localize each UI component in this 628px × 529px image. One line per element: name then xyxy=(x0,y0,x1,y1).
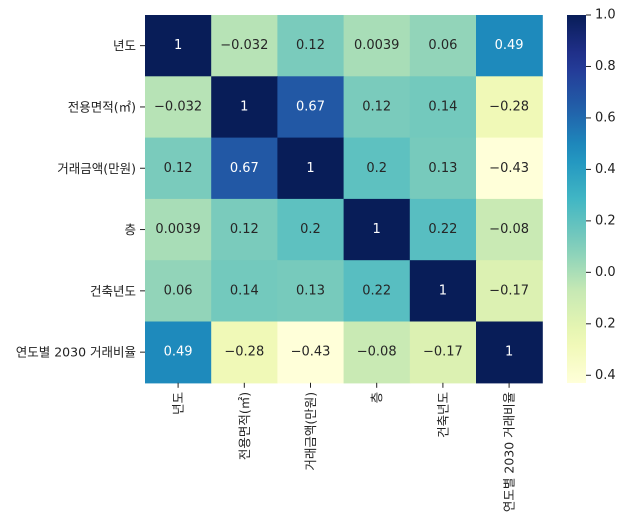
heatmap-cell xyxy=(145,198,212,261)
heatmap-cell xyxy=(277,137,345,200)
colorbar-tick-label: 0.4 xyxy=(595,162,616,177)
cell-value-label: 0.14 xyxy=(230,283,259,298)
heatmap-cell xyxy=(343,137,411,200)
x-tick-label: 거래금액(만원) xyxy=(303,392,318,471)
x-tick-label: 전용면적(㎡) xyxy=(237,392,252,460)
heatmap-cell xyxy=(476,198,543,261)
colorbar-tick-label: 0.6 xyxy=(595,110,616,125)
cell-value-label: 0.12 xyxy=(230,222,259,237)
heatmap-cell xyxy=(343,260,411,323)
heatmap-cell xyxy=(409,321,477,384)
heatmap-cell xyxy=(409,260,477,323)
cell-value-label: 0.67 xyxy=(296,99,325,114)
heatmap-cell xyxy=(343,198,411,261)
cell-value-label: 0.2 xyxy=(300,222,321,237)
colorbar-tick-label: 0.2 xyxy=(595,316,616,331)
colorbar-tick-label: 0.0 xyxy=(595,265,616,280)
heatmap-cell xyxy=(211,260,278,323)
cell-value-label: 0.06 xyxy=(428,38,457,53)
heatmap-cell xyxy=(476,260,543,323)
colorbar-tick-label: 1.0 xyxy=(595,8,616,23)
y-tick-label: 층 xyxy=(124,222,136,237)
heatmap-cell xyxy=(145,321,212,384)
cell-value-label: 0.12 xyxy=(362,99,391,114)
cell-value-label: 0.22 xyxy=(428,222,457,237)
x-tick-label: 년도 xyxy=(171,392,186,415)
x-tick-label: 층 xyxy=(369,392,384,404)
heatmap-cell xyxy=(476,137,543,200)
cell-value-label: −0.43 xyxy=(291,345,331,360)
cell-value-label: −0.17 xyxy=(423,345,463,360)
cell-value-label: −0.28 xyxy=(489,99,529,114)
cell-value-label: 0.2 xyxy=(366,161,387,176)
cell-value-label: 1 xyxy=(240,99,248,114)
y-tick-label: 거래금액(만원) xyxy=(57,161,136,176)
y-tick-label: 건축년도 xyxy=(90,283,136,298)
heatmap-cell xyxy=(409,198,477,261)
cell-value-label: 0.12 xyxy=(164,161,193,176)
y-tick-label: 전용면적(㎡) xyxy=(68,99,136,114)
colorbar-tick-label: 0.8 xyxy=(595,59,616,74)
cell-value-label: 0.0039 xyxy=(155,222,201,237)
heatmap-cell xyxy=(343,76,411,139)
heatmap-cell xyxy=(145,260,212,323)
heatmap-cell xyxy=(211,137,278,200)
y-tick-label: 연도별 2030 거래비율 xyxy=(16,345,136,360)
heatmap-cell xyxy=(277,260,345,323)
cell-value-label: −0.08 xyxy=(489,222,529,237)
heatmap-cell xyxy=(476,76,543,139)
heatmap-cells: 1 −0.032 0.12 0.0039 0.06 0.49 −0.032 1 0.67 0.12… xyxy=(145,15,543,384)
heatmap-cell xyxy=(277,15,345,77)
heatmap-cell xyxy=(211,76,278,139)
cell-value-label: 0.06 xyxy=(164,283,193,298)
cell-value-label: 1 xyxy=(505,345,513,360)
cell-value-label: −0.28 xyxy=(224,345,264,360)
heatmap-cell xyxy=(409,137,477,200)
heatmap-cell xyxy=(343,321,411,384)
cell-value-label: 0.22 xyxy=(362,283,391,298)
cell-value-label: 0.14 xyxy=(428,99,457,114)
cell-value-label: −0.43 xyxy=(489,161,529,176)
cell-value-label: 0.0039 xyxy=(354,38,400,53)
x-tick-label: 건축년도 xyxy=(435,392,450,438)
y-tick-label: 년도 xyxy=(113,38,136,53)
colorbar: 1.0 0.8 0.6 0.4 0.2 0.0 0.2 0.4 xyxy=(567,8,616,383)
heatmap-cell xyxy=(409,15,477,77)
x-tick-labels: 년도 전용면적(㎡) 거래금액(만원) 층 건축년도 연도별 2030 거래비율 xyxy=(171,382,517,512)
x-tick-label: 연도별 2030 거래비율 xyxy=(502,392,517,512)
heatmap-cell xyxy=(145,76,212,139)
cell-value-label: 0.49 xyxy=(495,38,524,53)
heatmap-cell xyxy=(145,137,212,200)
cell-value-label: −0.08 xyxy=(357,345,397,360)
cell-value-label: 1 xyxy=(306,161,314,176)
heatmap-cell xyxy=(277,321,345,384)
heatmap-cell xyxy=(145,15,212,77)
heatmap-cell xyxy=(211,15,278,77)
cell-value-label: −0.032 xyxy=(220,38,268,53)
colorbar-tick-label: 0.4 xyxy=(595,368,616,383)
cell-value-label: 1 xyxy=(439,283,447,298)
cell-value-label: 0.13 xyxy=(428,161,457,176)
colorbar-tick-label: 0.2 xyxy=(595,213,616,228)
cell-value-label: −0.032 xyxy=(154,99,202,114)
heatmap-cell xyxy=(409,76,477,139)
cell-value-label: −0.17 xyxy=(489,283,529,298)
heatmap-cell xyxy=(343,15,411,77)
heatmap-cell xyxy=(476,321,543,384)
cell-value-label: 0.67 xyxy=(230,161,259,176)
heatmap-cell xyxy=(277,76,345,139)
cell-value-label: 0.13 xyxy=(296,283,325,298)
cell-value-label: 0.12 xyxy=(296,38,325,53)
heatmap-cell xyxy=(211,321,278,384)
heatmap-cell xyxy=(277,198,345,261)
colorbar-gradient xyxy=(567,15,586,383)
cell-value-label: 0.49 xyxy=(164,345,193,360)
colorbar-ticks: 1.0 0.8 0.6 0.4 0.2 0.0 0.2 0.4 xyxy=(586,8,616,383)
heatmap-cell xyxy=(476,15,543,77)
cell-value-label: 1 xyxy=(373,222,381,237)
heatmap-cell xyxy=(211,198,278,261)
cell-value-label: 1 xyxy=(174,38,182,53)
